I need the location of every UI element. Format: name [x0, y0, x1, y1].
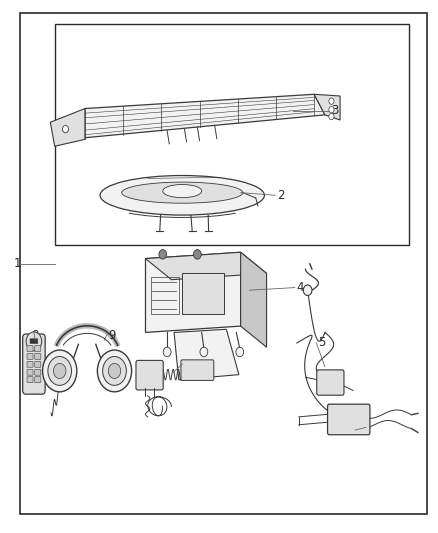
- Text: 7: 7: [357, 424, 365, 437]
- Circle shape: [194, 249, 201, 259]
- Circle shape: [329, 107, 334, 113]
- Circle shape: [42, 350, 77, 392]
- Bar: [182, 273, 224, 314]
- Circle shape: [159, 249, 167, 259]
- Circle shape: [236, 347, 244, 357]
- Ellipse shape: [100, 175, 265, 215]
- Text: 9: 9: [109, 328, 116, 342]
- FancyBboxPatch shape: [35, 345, 41, 351]
- FancyBboxPatch shape: [35, 369, 41, 375]
- Polygon shape: [240, 252, 267, 347]
- FancyBboxPatch shape: [27, 353, 33, 359]
- FancyBboxPatch shape: [328, 404, 370, 435]
- Polygon shape: [67, 94, 325, 140]
- Circle shape: [102, 357, 126, 385]
- FancyBboxPatch shape: [181, 360, 214, 381]
- FancyBboxPatch shape: [23, 334, 45, 394]
- Circle shape: [329, 114, 334, 120]
- Text: 2: 2: [277, 189, 285, 202]
- Polygon shape: [50, 109, 85, 146]
- Polygon shape: [145, 252, 240, 333]
- FancyBboxPatch shape: [136, 360, 163, 390]
- Circle shape: [53, 364, 66, 378]
- FancyBboxPatch shape: [35, 361, 41, 367]
- Circle shape: [304, 285, 312, 295]
- FancyBboxPatch shape: [30, 339, 38, 343]
- FancyBboxPatch shape: [35, 377, 41, 383]
- Circle shape: [163, 347, 171, 357]
- Bar: [151, 277, 179, 314]
- Ellipse shape: [122, 182, 243, 203]
- Bar: [55, 24, 409, 245]
- Circle shape: [329, 98, 334, 104]
- FancyBboxPatch shape: [27, 361, 33, 367]
- Text: 4: 4: [297, 281, 304, 294]
- Polygon shape: [314, 94, 340, 120]
- Text: 5: 5: [318, 336, 326, 350]
- Circle shape: [48, 357, 71, 385]
- FancyBboxPatch shape: [27, 377, 33, 383]
- FancyBboxPatch shape: [317, 370, 344, 395]
- FancyBboxPatch shape: [27, 369, 33, 375]
- Text: 6: 6: [184, 360, 192, 373]
- Circle shape: [63, 125, 68, 133]
- Text: 1: 1: [14, 257, 21, 270]
- Circle shape: [108, 364, 121, 378]
- Circle shape: [200, 347, 208, 357]
- Polygon shape: [145, 252, 267, 280]
- Text: 3: 3: [332, 104, 339, 117]
- Circle shape: [26, 332, 42, 351]
- FancyBboxPatch shape: [35, 353, 41, 359]
- Polygon shape: [174, 329, 239, 380]
- Circle shape: [97, 350, 132, 392]
- Ellipse shape: [163, 184, 202, 198]
- Text: 8: 8: [31, 328, 38, 342]
- FancyBboxPatch shape: [27, 345, 33, 351]
